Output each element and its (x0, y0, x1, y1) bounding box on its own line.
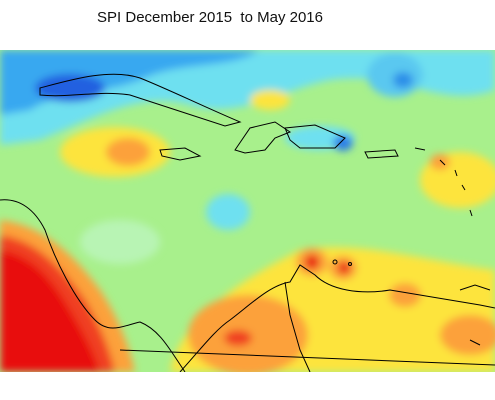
coastlines (0, 73, 495, 372)
map-title: SPI December 2015 to May 2016 (97, 9, 323, 26)
spi-field (0, 50, 495, 372)
spi-map (0, 50, 495, 372)
